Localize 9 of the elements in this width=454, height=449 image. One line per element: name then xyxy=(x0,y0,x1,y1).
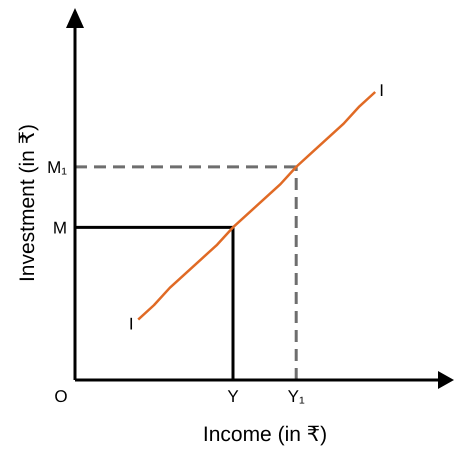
y-axis-title: Investment (in ₹) xyxy=(16,124,39,282)
x-tick-label: O xyxy=(54,387,68,406)
x-tick-label: Y xyxy=(227,387,239,406)
annotation: I xyxy=(379,81,384,100)
ref-line-label: M xyxy=(52,218,67,238)
annotation: I xyxy=(128,314,134,334)
x-tick-label: Y₁ xyxy=(288,387,305,406)
x-axis-title: Income (in ₹) xyxy=(202,423,328,446)
ref-line-label: M₁ xyxy=(47,158,68,177)
